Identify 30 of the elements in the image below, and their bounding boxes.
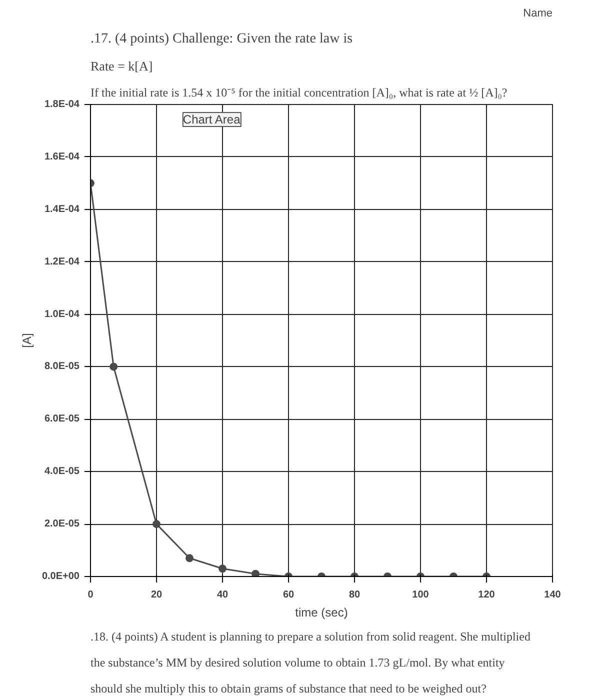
text: Name [523, 8, 552, 20]
text: should she multiply this to obtain grams of substance that need to be weighed out? [90, 682, 486, 696]
y-tick-label: 8.0E-05 [44, 361, 80, 372]
y-tick-label: 0.0E+00 [42, 571, 80, 582]
y-tick-label: 1.6E-04 [44, 151, 80, 162]
x-tick-label: 60 [282, 590, 294, 600]
x-tick-label: 20 [150, 590, 162, 600]
annotation: Chart Area [182, 112, 241, 126]
y-tick-label: 1.0E-04 [44, 308, 80, 320]
x-axis-title: time (sec) [295, 606, 348, 620]
x-tick-label: 100 [412, 590, 430, 600]
chart-title: .17. (4 points) Challenge: Given the rate law is [90, 32, 353, 46]
x-tick-label: 140 [544, 590, 562, 600]
y-tick-label: 2.0E-05 [44, 518, 80, 530]
point [252, 570, 260, 576]
x-tick-label: 120 [478, 590, 496, 600]
y-tick-label: 1.8E-04 [44, 99, 80, 110]
point [110, 362, 118, 371]
text: the substance’s MM by desired solution volume to obtain 1.73 gL/mol. By what entity [90, 656, 505, 670]
text: If the initial rate is 1.54 x 10⁻⁵ for the initial concentration [A]₀, what is rate at ½ [A]₀? [90, 86, 508, 100]
x-tick-label: 0 [88, 590, 94, 600]
y-tick-label: 6.0E-05 [44, 414, 80, 425]
x-tick-label: 40 [216, 590, 228, 600]
text: .18. (4 points) A student is planning to prepare a solution from solid reagent. She multiplied [90, 630, 530, 644]
y-tick-label: 4.0E-05 [44, 466, 80, 478]
y-tick-label: 1.2E-04 [44, 256, 80, 268]
y-axis-title: [A] [20, 333, 34, 348]
x-tick-label: 80 [348, 590, 360, 600]
chart-subtitle: Rate = k[A] [90, 58, 153, 74]
y-tick-label: 1.4E-04 [44, 204, 80, 215]
